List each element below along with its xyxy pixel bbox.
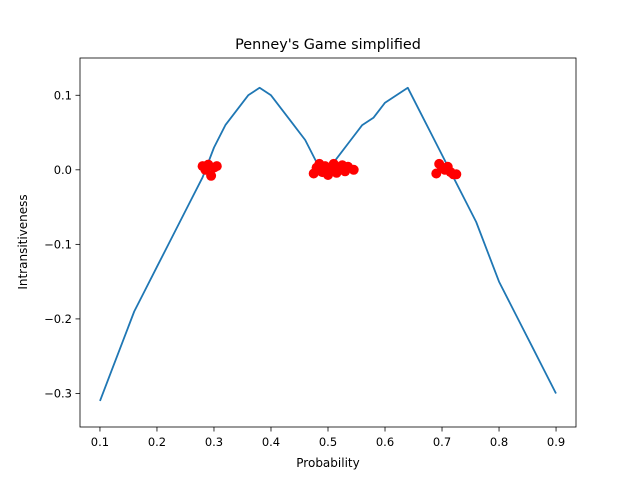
x-axis-label: Probability [296,456,359,470]
data-point-marker [451,169,462,180]
x-tick-label: 0.4 [262,435,280,449]
y-tick-label: 0.0 [54,163,72,177]
x-tick-label: 0.6 [376,435,394,449]
y-tick-label: −0.3 [44,386,72,400]
data-point-marker [348,164,359,175]
x-tick-label: 0.9 [547,435,565,449]
x-tick-label: 0.7 [433,435,451,449]
data-point-marker [211,161,222,172]
x-tick-label: 0.5 [319,435,337,449]
x-tick-label: 0.3 [205,435,223,449]
chart-title: Penney's Game simplified [235,37,421,53]
data-point-marker [206,170,217,181]
x-tick-label: 0.1 [91,435,109,449]
y-tick-label: −0.2 [44,312,72,326]
y-axis-label: Intransitiveness [16,194,30,289]
marker-layer [197,158,462,181]
y-tick-label: 0.1 [54,88,72,102]
plot-area [80,58,576,427]
x-tick-label: 0.8 [490,435,508,449]
x-axis-ticks: 0.1 0.2 0.3 0.4 0.5 0.6 0.7 0.8 0.9 [91,427,565,449]
x-tick-label: 0.2 [148,435,166,449]
y-axis-ticks: 0.1 0.0 −0.1 −0.2 −0.3 [44,88,80,400]
y-tick-label: −0.1 [44,237,72,251]
